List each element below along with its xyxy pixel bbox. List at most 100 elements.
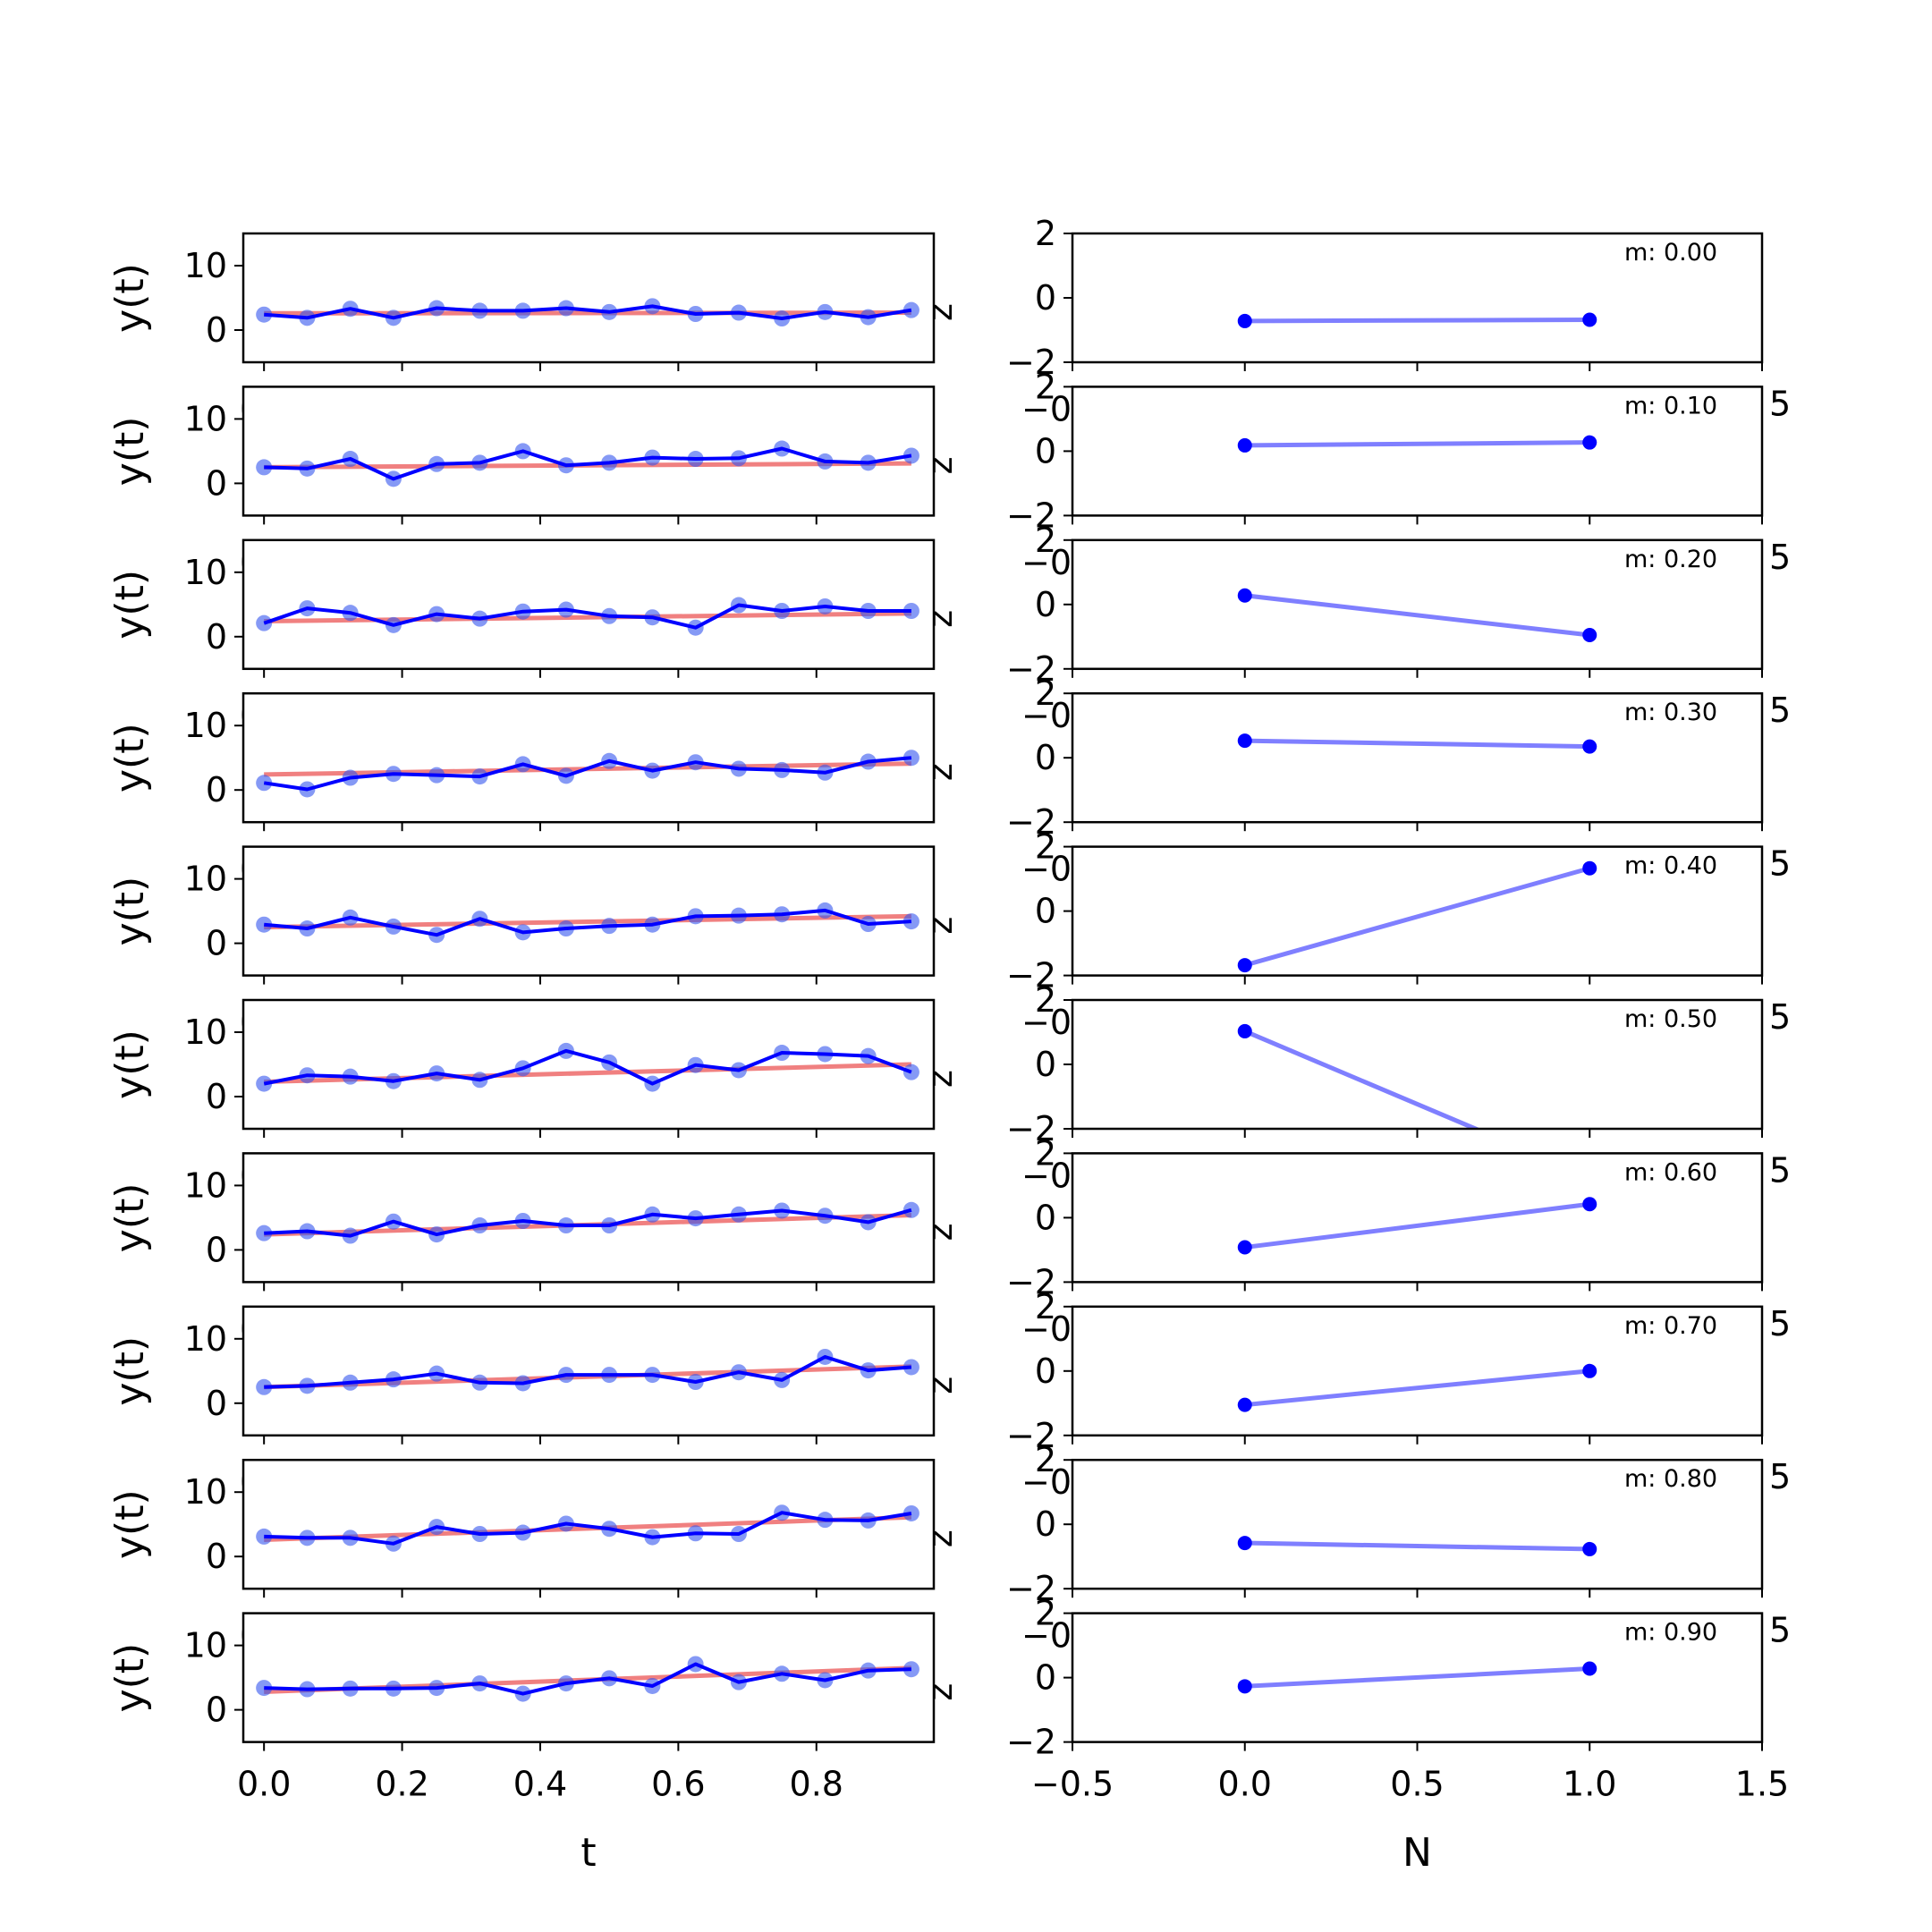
slope-point <box>1237 1023 1252 1038</box>
x-tick-label: −0.5 <box>1031 1765 1114 1804</box>
y-axis-label: y(t) <box>107 570 153 640</box>
slope-line <box>1244 1666 1590 1689</box>
left-panel-1: 0z010y(t) <box>107 386 960 525</box>
left-plot-clip <box>256 597 919 636</box>
data-point <box>902 913 919 930</box>
plot-area <box>1072 1000 1762 1129</box>
y-axis-label: y(t) <box>107 263 153 333</box>
y-axis-label: y(t) <box>107 417 153 487</box>
left-panel-9: 0z0100.00.20.40.60.8y(t) <box>107 1612 960 1804</box>
y-tick-label: 2 <box>1035 1133 1056 1173</box>
plot-area <box>1072 1306 1762 1436</box>
data-line <box>264 304 912 320</box>
y-tick-label: 0 <box>1035 1045 1056 1084</box>
left-plot-clip <box>256 1656 919 1702</box>
data-point <box>256 614 273 631</box>
m-label: m: 0.90 <box>1624 1619 1717 1647</box>
overlap-stub-right: −0 <box>1021 389 1072 428</box>
overlap-edge-char: 5 <box>1769 1150 1791 1190</box>
data-line <box>263 1048 912 1086</box>
left-plot-clip <box>256 750 919 798</box>
plot-area <box>1072 693 1762 823</box>
m-label: m: 0.20 <box>1624 546 1717 573</box>
data-point <box>902 301 919 318</box>
right-plot-clip <box>1237 1197 1597 1255</box>
m-label: m: 0.00 <box>1624 239 1717 267</box>
data-point <box>256 916 273 933</box>
x-tick-label: 0.6 <box>651 1765 705 1804</box>
y-tick-label: 0 <box>1035 585 1056 624</box>
plot-area <box>243 233 934 362</box>
right-panel-3: −0 5 m: 0.30 −2 0 2 <box>1006 674 1791 842</box>
y-tick-label: 0 <box>206 1690 227 1730</box>
axes-frame <box>242 386 936 517</box>
left-plot-clip <box>256 1504 919 1552</box>
y-axis-label: y(t) <box>107 877 153 946</box>
left-panel-6: 0z010y(t) <box>107 1152 960 1292</box>
slope-point <box>1237 1536 1252 1551</box>
y-axis-label: y(t) <box>107 723 153 792</box>
data-point <box>256 306 273 323</box>
overlap-stub-right: −0 <box>1021 850 1072 889</box>
y-tick-label: 0 <box>1035 431 1056 470</box>
data-line <box>264 446 912 481</box>
y-tick-label: 0 <box>1035 892 1056 931</box>
left-panel-3: 0z010y(t) <box>107 691 960 832</box>
y-axis-label: y(t) <box>107 1336 153 1406</box>
axes-frame <box>242 845 936 977</box>
y-tick-label: 10 <box>184 706 227 745</box>
y-tick-label: −2 <box>1006 956 1056 996</box>
slope-point <box>1237 588 1252 603</box>
x-axis-label-right: N <box>1402 1830 1432 1876</box>
slope-line <box>1244 440 1590 448</box>
right-panel-9: −0 5 m: 0.90 −2 0 2 −0.5 0.0 0.5 1.0 1.5 <box>1006 1594 1791 1804</box>
m-label: m: 0.30 <box>1624 699 1717 726</box>
plot-area <box>243 386 934 516</box>
slope-point <box>1582 628 1597 642</box>
data-point <box>902 1504 919 1521</box>
y-tick-label: 2 <box>1035 827 1056 867</box>
y-tick-label: 0 <box>206 310 227 350</box>
data-point <box>902 1063 919 1080</box>
overlap-edge-char: 5 <box>1769 691 1791 730</box>
y-tick-label: 10 <box>184 1319 227 1359</box>
y-tick-label: 2 <box>1035 214 1056 253</box>
overlap-edge-char: 5 <box>1769 997 1791 1037</box>
data-point <box>256 1224 273 1241</box>
plot-area <box>1072 233 1762 362</box>
data-point <box>902 447 919 464</box>
x-tick-label: 0.8 <box>790 1765 843 1804</box>
y-tick-label: 2 <box>1035 1440 1056 1479</box>
y-tick-label: 10 <box>184 1626 227 1665</box>
x-tick-label: 0.0 <box>1218 1765 1272 1804</box>
slope-point <box>1237 733 1252 749</box>
right-plot-clip <box>1237 312 1597 328</box>
x-tick-label: 0.4 <box>513 1765 567 1804</box>
slope-point <box>1582 739 1597 754</box>
left-plot-clip <box>256 1201 919 1244</box>
slope-point <box>1582 860 1597 876</box>
axes-frame <box>242 691 936 824</box>
right-plot-clip <box>1237 1023 1482 1129</box>
slope-line <box>1243 1029 1482 1129</box>
left-panel-5: 0z010y(t) <box>107 998 960 1138</box>
left-panel-7: 0z010y(t) <box>107 1305 960 1445</box>
left-plot-clip <box>256 440 919 487</box>
overlap-edge-char: 5 <box>1769 1304 1791 1343</box>
left-panel-2: 0z010y(t) <box>107 538 960 678</box>
data-line <box>263 756 912 792</box>
y-tick-label: 10 <box>184 1165 227 1205</box>
y-tick-label: −2 <box>1006 649 1056 689</box>
axes-frame <box>242 1152 936 1284</box>
left-plot-clip <box>256 1348 919 1395</box>
data-point <box>256 459 273 476</box>
right-plot-clip <box>1237 435 1597 453</box>
plot-area <box>1072 846 1762 976</box>
data-point <box>256 1378 273 1395</box>
overlap-edge-char: 5 <box>1769 1611 1791 1650</box>
right-plot-clip <box>1237 588 1597 642</box>
y-tick-label: −2 <box>1006 1109 1056 1148</box>
y-tick-label: −2 <box>1006 1569 1056 1608</box>
y-tick-label: 0 <box>206 463 227 503</box>
y-tick-label: 10 <box>184 860 227 899</box>
